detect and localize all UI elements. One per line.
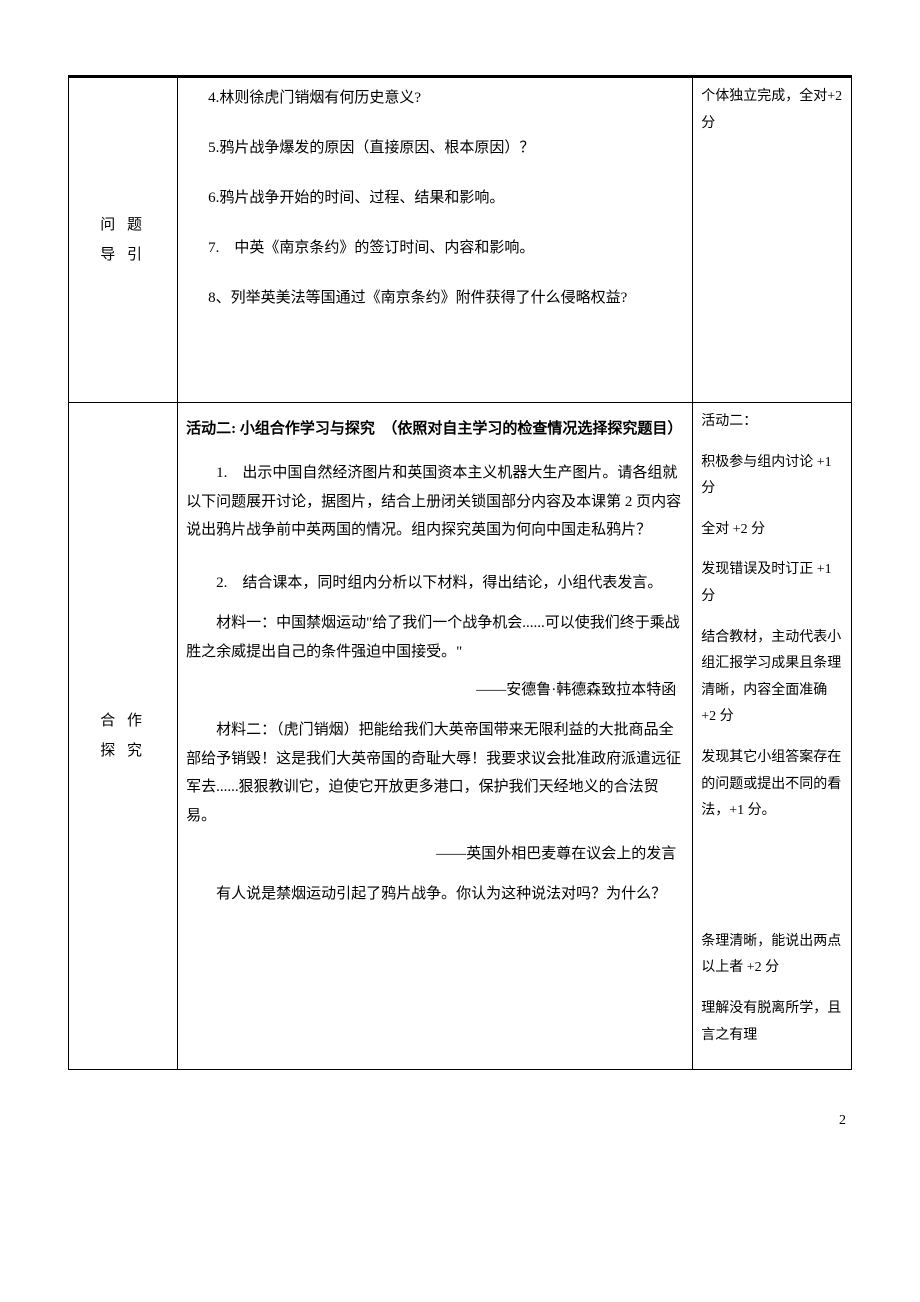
section-2-note-5: 发现其它小组答案存在的问题或提出不同的看法，+1 分。 [701, 745, 843, 825]
section-2-note-3: 发现错误及时订正 +1 分 [701, 557, 843, 610]
section-2-content-cell: 活动二: 小组合作学习与探究 （依照对自主学习的检查情况选择探究题目） 1. 出… [178, 403, 693, 1070]
section-2-note-6: 条理清晰，能说出两点以上者 +2 分 [701, 929, 843, 982]
section-2-label-b: 探 究 [77, 739, 169, 763]
section-2-note-4: 结合教材，主动代表小组汇报学习成果且条理清晰，内容全面准确 +2 分 [701, 625, 843, 731]
section-1-notes-cell: 个体独立完成，全对+2 分 [693, 78, 852, 403]
section-2-row: 合 作 探 究 活动二: 小组合作学习与探究 （依照对自主学习的检查情况选择探究… [69, 403, 852, 1070]
section-2-label-cell: 合 作 探 究 [69, 403, 178, 1070]
section-1-label-a: 问 题 [77, 213, 169, 237]
question-4: 4.林则徐虎门销烟有何历史意义? [208, 86, 684, 110]
section-1-questions-cell: 4.林则徐虎门销烟有何历史意义? 5.鸦片战争爆发的原因（直接原因、根本原因）？… [178, 78, 693, 403]
page-number: 2 [68, 1110, 852, 1132]
question-8: 8、列举英美法等国通过《南京条约》附件获得了什么侵略权益? [208, 286, 684, 310]
question-7: 7. 中英《南京条约》的签订时间、内容和影响。 [208, 236, 684, 260]
section-2-note-7: 理解没有脱离所学，且言之有理 [701, 996, 843, 1049]
section-1-label-cell: 问 题 导 引 [69, 78, 178, 403]
question-5: 5.鸦片战争爆发的原因（直接原因、根本原因）？ [208, 136, 684, 160]
section-2-notes-cell: 活动二： 积极参与组内讨论 +1 分 全对 +2 分 发现错误及时订正 +1 分… [693, 403, 852, 1070]
question-6: 6.鸦片战争开始的时间、过程、结果和影响。 [208, 186, 684, 210]
section-1-row: 问 题 导 引 4.林则徐虎门销烟有何历史意义? 5.鸦片战争爆发的原因（直接原… [69, 78, 852, 403]
lesson-table: 问 题 导 引 4.林则徐虎门销烟有何历史意义? 5.鸦片战争爆发的原因（直接原… [68, 77, 852, 1070]
material-1: 材料一：中国禁烟运动"给了我们一个战争机会......可以使我们终于乘战胜之余威… [186, 609, 684, 666]
section-2-note-1: 积极参与组内讨论 +1 分 [701, 450, 843, 503]
section-2-label-a: 合 作 [77, 709, 169, 733]
activity-item-1: 1. 出示中国自然经济图片和英国资本主义机器大生产图片。请各组就以下问题展开讨论… [186, 459, 684, 545]
discussion-question: 有人说是禁烟运动引起了鸦片战争。你认为这种说法对吗？为什么？ [186, 880, 684, 909]
section-2-notes-heading: 活动二： [701, 409, 843, 436]
material-2: 材料二：（虎门销烟）把能给我们大英帝国带来无限利益的大批商品全部给予销毁！这是我… [186, 716, 684, 830]
section-1-label-b: 导 引 [77, 243, 169, 267]
material-1-source: ——安德鲁·韩德森致拉本特函 [186, 678, 676, 702]
material-2-source: ——英国外相巴麦尊在议会上的发言 [186, 842, 676, 866]
section-2-note-2: 全对 +2 分 [701, 517, 843, 544]
section-1-note: 个体独立完成，全对+2 分 [701, 84, 843, 137]
activity-item-2: 2. 结合课本，同时组内分析以下材料，得出结论，小组代表发言。 [186, 569, 684, 598]
activity-title: 活动二: 小组合作学习与探究 （依照对自主学习的检查情况选择探究题目） [186, 417, 684, 441]
